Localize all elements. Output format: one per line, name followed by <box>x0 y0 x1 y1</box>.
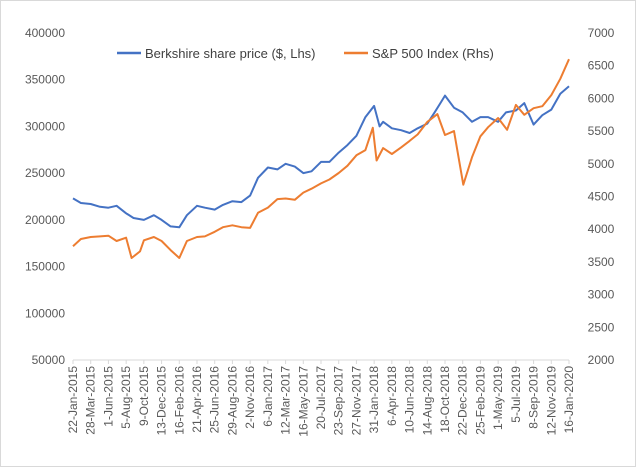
right-axis-tick-label: 6500 <box>588 59 615 73</box>
x-axis-tick-label: 28-Mar-2015 <box>84 366 98 435</box>
left-axis-tick-label: 100000 <box>25 306 65 320</box>
x-axis-tick-label: 16-Feb-2016 <box>172 366 186 435</box>
left-axis-tick-label: 350000 <box>25 73 65 87</box>
x-axis-tick-label: 1-May-2019 <box>491 366 505 430</box>
x-axis-tick-label: 22-Jan-2015 <box>66 366 80 434</box>
x-axis-tick-label: 5-Jul-2019 <box>509 366 523 423</box>
left-axis-tick-label: 300000 <box>25 119 65 133</box>
x-axis-tick-label: 6-Jan-2017 <box>261 366 275 427</box>
x-axis-tick-label: 16-May-2017 <box>296 366 310 437</box>
x-axis-tick-label: 25-Feb-2019 <box>473 366 487 435</box>
right-axis-tick-label: 2500 <box>588 320 615 334</box>
x-axis-tick-label: 9-Oct-2015 <box>137 366 151 426</box>
x-axis: 22-Jan-2015 28-Mar-2015 1-Jun-2015 5-Aug-20… <box>66 359 576 437</box>
x-axis-tick-label: 10-Jun-2018 <box>403 366 417 434</box>
x-axis-tick-label: 1-Jun-2015 <box>101 366 115 427</box>
x-axis-tick-label: 12-Nov-2019 <box>544 366 558 436</box>
sp500-series-line <box>72 58 570 259</box>
x-axis-tick-label: 20-Jul-2017 <box>314 366 328 430</box>
right-axis-tick-label: 3000 <box>588 288 615 302</box>
x-axis-tick-label: 27-Nov-2017 <box>349 366 363 436</box>
left-axis-tick-label: 200000 <box>25 213 65 227</box>
left-axis-tick-label: 250000 <box>25 166 65 180</box>
x-axis-tick-label: 6-Apr-2018 <box>385 366 399 426</box>
x-axis-tick-label: 14-Aug-2018 <box>420 366 434 436</box>
x-axis-tick-label: 25-Jun-2016 <box>208 366 222 434</box>
x-axis-tick-label: 22-Dec-2018 <box>456 366 470 436</box>
x-axis-tick-label: 2-Nov-2016 <box>243 366 257 429</box>
right-axis-tick-label: 5500 <box>588 124 615 138</box>
x-axis-tick-label: 31-Jan-2018 <box>367 366 381 434</box>
x-axis-tick-label: 29-Aug-2016 <box>225 366 239 436</box>
right-axis-tick-label: 4000 <box>588 222 615 236</box>
right-axis-tick-label: 3500 <box>588 255 615 269</box>
right-axis-tick-labels: 2000 2500 3000 3500 4000 4500 5000 5500 6000 6500… <box>588 26 615 367</box>
x-axis-tick-label: 12-Mar-2017 <box>279 366 293 435</box>
x-axis-tick-label: 21-Apr-2016 <box>190 366 204 433</box>
legend-label: Berkshire share price ($, Lhs) <box>145 46 316 61</box>
berkshire-series-line <box>72 85 570 229</box>
left-axis-tick-label: 400000 <box>25 26 65 40</box>
right-axis-tick-label: 4500 <box>588 190 615 204</box>
left-axis-tick-label: 50000 <box>32 353 66 367</box>
legend: Berkshire share price ($, Lhs) S&P 500 In… <box>117 46 494 61</box>
left-axis-tick-labels: 50000 100000 150000 200000 250000 300000 35000… <box>25 26 65 367</box>
series-layer <box>72 58 570 259</box>
legend-label: S&P 500 Index (Rhs) <box>372 46 494 61</box>
x-axis-tick-label: 16-Jan-2020 <box>562 366 576 434</box>
x-axis-tick-label: 13-Dec-2015 <box>155 366 169 436</box>
x-axis-tick-label: 5-Aug-2015 <box>119 366 133 429</box>
right-axis-tick-label: 7000 <box>588 26 615 40</box>
x-axis-tick-label: 8-Sep-2019 <box>527 366 541 429</box>
left-axis-tick-label: 150000 <box>25 260 65 274</box>
x-axis-tick-label: 18-Oct-2018 <box>438 366 452 433</box>
right-axis-tick-label: 6000 <box>588 91 615 105</box>
right-axis-tick-label: 5000 <box>588 157 615 171</box>
x-axis-tick-label: 23-Sep-2017 <box>332 366 346 436</box>
right-axis-tick-label: 2000 <box>588 353 615 367</box>
